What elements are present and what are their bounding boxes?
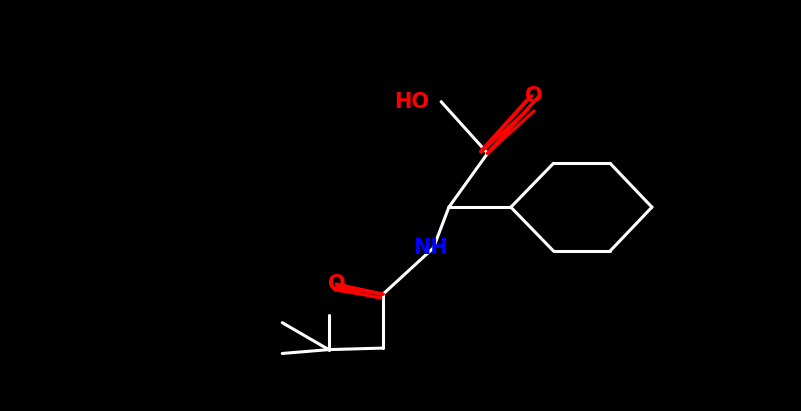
Text: O: O	[525, 85, 543, 106]
Text: HO: HO	[394, 92, 429, 112]
Text: O: O	[328, 274, 345, 294]
Text: NH: NH	[413, 238, 448, 258]
